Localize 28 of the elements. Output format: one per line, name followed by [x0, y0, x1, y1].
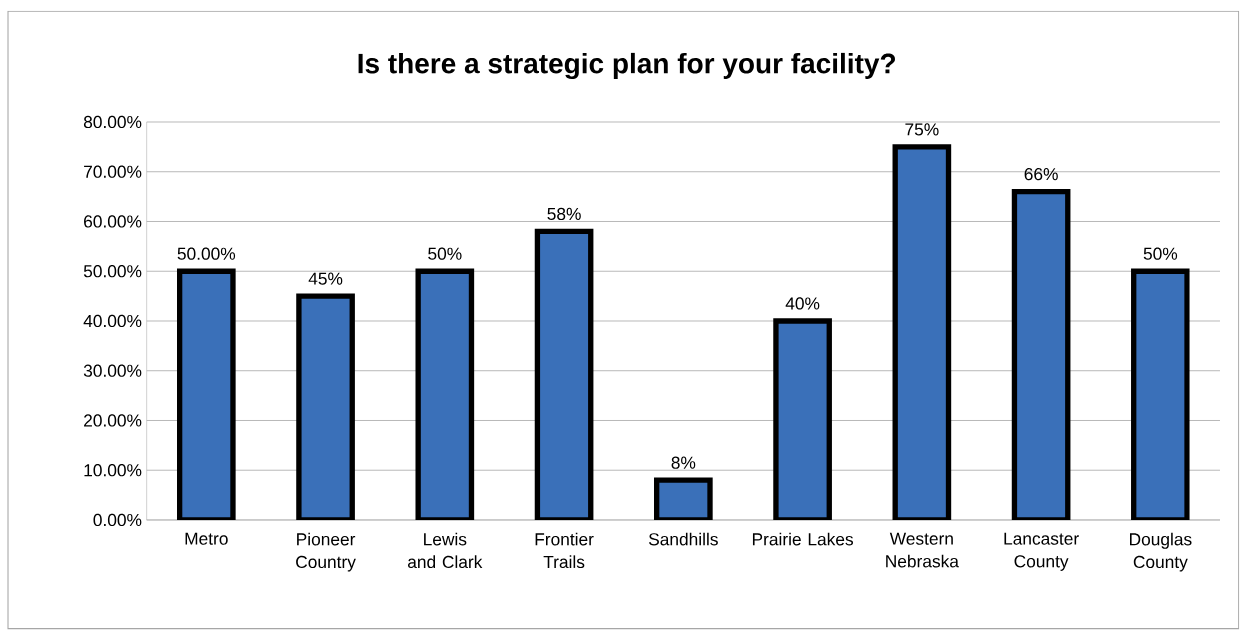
y-tick-label: 50.00%	[83, 265, 142, 278]
y-tick-label: 20.00%	[84, 414, 142, 427]
data-label: 45%	[308, 272, 343, 285]
x-tick-label: Lancaster County	[1004, 532, 1079, 571]
data-label: 50%	[428, 247, 462, 260]
y-tick-label: 30.00%	[83, 364, 142, 377]
y-tick-label: 10.00%	[84, 464, 142, 477]
x-tick-label: Prairie Lakes	[752, 532, 854, 546]
x-tick-label: Western Nebraska	[886, 532, 959, 568]
x-tick-label: Sandhills	[648, 532, 718, 546]
y-tick-label: 40.00%	[83, 314, 142, 328]
data-label: 58%	[547, 207, 581, 221]
chart-title: Is there a strategic plan for your facility?	[358, 52, 895, 80]
data-label: 75%	[905, 123, 939, 136]
y-tick-label: 70.00%	[84, 165, 142, 178]
data-label: 8%	[671, 456, 696, 469]
x-tick-label: Frontier Trails	[535, 532, 594, 569]
data-label: 40%	[785, 297, 820, 310]
x-tick-label: Metro	[185, 532, 228, 545]
x-tick-label: Lewis and Clark	[407, 532, 483, 569]
data-label: 50.00%	[177, 247, 236, 260]
y-tick-label: 0.00%	[93, 513, 142, 527]
data-label: 50%	[1143, 247, 1178, 260]
data-label: 66%	[1024, 167, 1058, 181]
x-tick-label: Douglas County	[1130, 532, 1192, 572]
x-tick-label: Pioneer Country	[296, 532, 356, 572]
y-tick-label: 80.00%	[83, 115, 142, 129]
y-tick-label: 60.00%	[84, 215, 142, 228]
